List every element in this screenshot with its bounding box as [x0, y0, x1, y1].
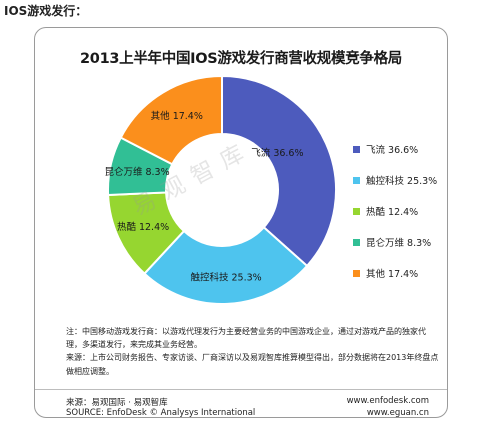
note-definition: 注：中国移动游戏发行商：以游戏代理发行为主要经营业务的中国游戏企业，通过对游戏产…	[66, 327, 426, 350]
footer-url-eguan: www.eguan.cn	[366, 408, 429, 418]
slice-5	[119, 74, 223, 166]
slice-1	[221, 74, 337, 268]
legend-label-3: 热酷 12.4%	[366, 207, 419, 218]
slice-label-1: 飞流 36.6%	[251, 147, 303, 159]
slice-label-2: 触控科技 25.3%	[190, 271, 261, 283]
legend-swatch-5	[353, 270, 360, 277]
slice-label-3: 热酷 12.4%	[117, 221, 169, 233]
legend-item-2: 触控科技 25.3%	[353, 173, 447, 187]
legend-item-1: 飞流 36.6%	[353, 142, 447, 156]
slice-label-5: 其他 17.4%	[151, 110, 203, 122]
legend-item-4: 昆仑万维 8.3%	[353, 235, 447, 249]
legend-label-5: 其他 17.4%	[366, 269, 419, 280]
chart-title: 2013上半年中国IOS游戏发行商营收规模竞争格局	[79, 51, 403, 67]
legend-label-4: 昆仑万维 8.3%	[366, 238, 432, 249]
slice-2	[143, 225, 309, 305]
note-source: 来源：上市公司财务报告、专家访谈、厂商深访以及易观智库推算模型得出，部分数据将在…	[66, 353, 439, 376]
legend-item-3: 热酷 12.4%	[353, 204, 447, 218]
footer-source-cn: 来源：易观国际 · 易观智库	[66, 398, 168, 408]
chart-note: 注：中国移动游戏发行商：以游戏代理发行为主要经营业务的中国游戏企业，通过对游戏产…	[66, 325, 441, 378]
legend-label-1: 飞流 36.6%	[366, 145, 419, 156]
legend-swatch-3	[353, 208, 360, 215]
donut-chart: 飞流 36.6% 触控科技 25.3% 热酷 12.4% 昆仑万维 8.3% 其他 17…	[104, 74, 337, 305]
slice-label-4: 昆仑万维 8.3%	[104, 166, 169, 178]
legend-swatch-4	[353, 239, 360, 246]
footer-source-en: SOURCE: EnfoDesk © Analysys Internationa…	[66, 408, 256, 418]
section-heading: IOS游戏发行：	[4, 4, 88, 18]
legend-item-5: 其他 17.4%	[353, 266, 447, 280]
chart-card: 2013上半年中国IOS游戏发行商营收规模竞争格局 飞流 36.6% 触控科技 2…	[34, 27, 448, 418]
legend-label-2: 触控科技 25.3%	[366, 176, 438, 187]
footer-url-enfodesk: www.enfodesk.com	[346, 396, 429, 406]
footer-divider	[35, 389, 447, 390]
legend-swatch-1	[353, 146, 360, 153]
legend-swatch-2	[353, 177, 360, 184]
